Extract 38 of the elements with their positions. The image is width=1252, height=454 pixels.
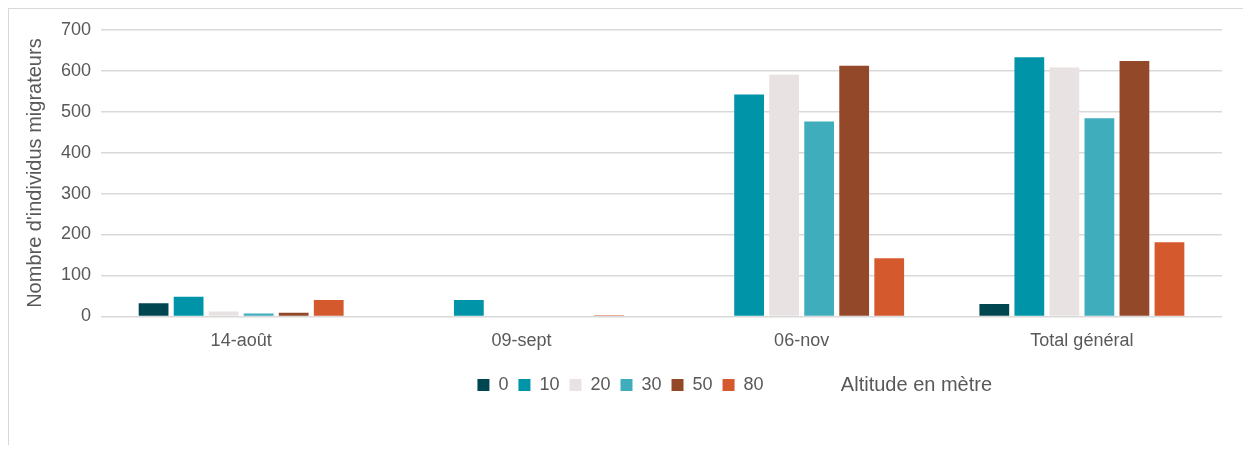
y-tick-label: 0	[81, 305, 92, 326]
bar	[313, 300, 344, 316]
y-tick-label: 500	[60, 100, 92, 121]
bar	[804, 121, 835, 316]
bar	[138, 303, 169, 316]
x-tick-label: 06-nov	[774, 330, 830, 351]
legend-label: 20	[590, 373, 611, 394]
y-tick-label: 200	[60, 223, 92, 244]
y-tick-label: 300	[60, 182, 92, 203]
x-tick-label: 14-août	[210, 330, 272, 351]
bar	[453, 300, 484, 316]
bar	[1119, 60, 1150, 316]
bar	[839, 65, 870, 316]
bar	[874, 258, 905, 316]
bar	[1154, 242, 1185, 316]
x-tick-label: Total général	[1030, 330, 1134, 351]
bar	[173, 296, 204, 316]
x-axis-title: Altitude en mètre	[840, 372, 993, 395]
bar	[208, 311, 239, 316]
legend-label: 80	[743, 373, 764, 394]
bar	[1084, 118, 1115, 316]
bar	[734, 94, 764, 316]
bar	[769, 74, 800, 316]
legend-label: 0	[498, 373, 509, 394]
x-tick-label: 09-sept	[491, 330, 552, 351]
bar	[1014, 57, 1045, 316]
bar	[278, 312, 309, 316]
y-axis-title: Nombre d'individus migrateurs	[22, 38, 45, 308]
bar	[979, 304, 1010, 316]
y-tick-label: 600	[60, 59, 92, 80]
legend-label: 50	[692, 373, 713, 394]
y-tick-label: 100	[60, 264, 92, 285]
legend-label: 30	[641, 373, 662, 394]
legend-label: 10	[539, 373, 560, 394]
y-tick-label: 700	[60, 18, 92, 39]
bar	[243, 313, 274, 316]
bar	[1049, 67, 1080, 316]
y-tick-label: 400	[60, 141, 92, 162]
